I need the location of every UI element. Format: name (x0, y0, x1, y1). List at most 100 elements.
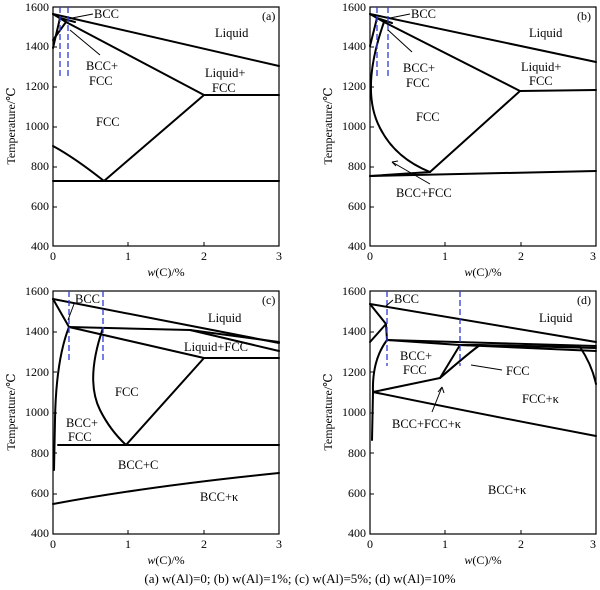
panel-c-boundaries (52, 291, 280, 505)
ytick-label: 600 (348, 486, 366, 500)
region-label: Liquid (208, 311, 242, 325)
region-label: Liquid+FCC (184, 340, 248, 354)
ytick-label: 800 (348, 446, 366, 460)
region-label: FCC (529, 74, 553, 88)
panel-c-region-labels: BCC Liquid Liquid+FCC FCC BCC+ FCC BCC+C… (66, 292, 275, 504)
xtick-label: 0 (50, 537, 56, 551)
ytick-label: 1000 (25, 405, 49, 419)
xtick-label: 3 (590, 249, 596, 263)
region-label: FCC+κ (522, 392, 560, 406)
panel-b-xtick-labels: 0 1 2 3 (367, 249, 596, 263)
region-label: FCC (506, 364, 530, 378)
region-label: BCC+κ (200, 490, 239, 504)
ytick-label: 1000 (25, 119, 49, 133)
region-label: BCC+ (400, 349, 432, 363)
xtick-label: 1 (442, 249, 448, 263)
ytick-label: 600 (31, 486, 49, 500)
x-axis-label-italic: w (464, 553, 472, 567)
region-label: BCC (411, 7, 436, 21)
ytick-label: 1400 (342, 39, 366, 53)
region-label: Liquid (529, 26, 563, 40)
x-axis-label-italic: w (147, 553, 155, 567)
ytick-label: 800 (31, 159, 49, 173)
panel-c-ticks (52, 331, 280, 534)
ytick-label: 800 (348, 159, 366, 173)
panel-b-boundaries (369, 7, 597, 185)
ytick-label: 1000 (342, 119, 366, 133)
ytick-label: 400 (31, 239, 49, 253)
xtick-label: 1 (125, 249, 131, 263)
region-label: BCC (394, 292, 419, 306)
region-label: Liquid+ (205, 66, 245, 80)
xtick-label: 1 (442, 537, 448, 551)
ytick-label: 400 (348, 526, 366, 540)
y-axis-label: Temperature/℃ (4, 373, 18, 450)
panel-a-ytick-labels: 400 600 800 1000 1200 1400 1600 (25, 0, 49, 253)
region-label: BCC (75, 292, 100, 306)
ytick-label: 1400 (25, 39, 49, 53)
panel-b-frame (369, 6, 597, 247)
panel-c: 0 1 2 3 400 600 800 1000 1200 1400 1600 (4, 284, 282, 567)
y-axis-label: Temperature/℃ (4, 87, 18, 164)
region-label: FCC (115, 385, 139, 399)
panel-c-xtick-labels: 0 1 2 3 (50, 537, 282, 551)
ytick-label: 1200 (342, 365, 366, 379)
xtick-label: 2 (201, 537, 207, 551)
xtick-label: 0 (50, 249, 56, 263)
ytick-label: 600 (31, 199, 49, 213)
ytick-label: 400 (348, 239, 366, 253)
xtick-label: 2 (518, 249, 524, 263)
panel-a-ticks (52, 46, 280, 246)
panel-d: 0 1 2 3 400 600 800 1000 1200 1400 1600 (321, 284, 597, 567)
ytick-label: 1000 (342, 405, 366, 419)
panel-label: (b) (577, 9, 591, 23)
figure-caption: (a) w(Al)=0; (b) w(Al)=1%; (c) w(Al)=5%;… (144, 571, 455, 586)
region-label: FCC (406, 76, 430, 90)
region-label: Liquid (539, 311, 573, 325)
y-axis-label: Temperature/℃ (321, 87, 335, 164)
ytick-label: 1600 (25, 0, 49, 14)
panel-label: (d) (577, 293, 591, 307)
ytick-label: 1200 (25, 79, 49, 93)
xtick-label: 2 (518, 537, 524, 551)
ytick-label: 1600 (25, 284, 49, 298)
region-label: FCC (68, 430, 92, 444)
ytick-label: 600 (348, 199, 366, 213)
panel-b-region-labels: BCC Liquid BCC+ FCC Liquid+ FCC FCC BCC+… (396, 7, 591, 200)
ytick-label: 1200 (342, 79, 366, 93)
region-label: Liquid+ (521, 60, 561, 74)
region-label: FCC (403, 363, 427, 377)
ytick-label: 1200 (25, 365, 49, 379)
region-label: Liquid (215, 26, 249, 40)
region-label: BCC (94, 7, 119, 21)
region-label: BCC+ (403, 61, 435, 75)
panel-a-boundaries (52, 7, 280, 182)
xtick-label: 3 (276, 249, 282, 263)
region-label: FCC (96, 115, 120, 129)
panel-b: 0 1 2 3 400 600 800 1000 1200 1400 1600 (321, 0, 597, 279)
y-axis-label: Temperature/℃ (321, 373, 335, 450)
x-axis-label: w(C)/% (464, 553, 501, 567)
panel-a-region-labels: BCC Liquid BCC+ FCC Liquid+ FCC FCC (a) (86, 7, 275, 129)
region-label: BCC+C (118, 458, 158, 472)
xtick-label: 1 (125, 537, 131, 551)
xtick-label: 0 (367, 249, 373, 263)
region-label: BCC+ (66, 416, 98, 430)
region-label: BCC+κ (488, 483, 527, 497)
region-label: BCC+ (86, 59, 118, 73)
panel-d-boundaries (369, 291, 597, 441)
x-axis-label: w(C)/% (147, 553, 184, 567)
panel-d-region-labels: BCC Liquid BCC+ FCC FCC FCC+κ BCC+FCC+κ … (392, 292, 591, 497)
ytick-label: 1400 (342, 324, 366, 338)
panel-label: (c) (262, 293, 275, 307)
panel-a-xtick-labels: 0 1 2 3 (50, 249, 282, 263)
panel-label: (a) (262, 9, 275, 23)
region-label: BCC+FCC (396, 186, 452, 200)
x-axis-label-italic: w (464, 265, 472, 279)
panel-d-ytick-labels: 400 600 800 1000 1200 1400 1600 (342, 284, 366, 540)
ytick-label: 800 (31, 446, 49, 460)
region-label: FCC (416, 110, 440, 124)
x-axis-label-italic: w (147, 265, 155, 279)
region-label: FCC (212, 81, 236, 95)
